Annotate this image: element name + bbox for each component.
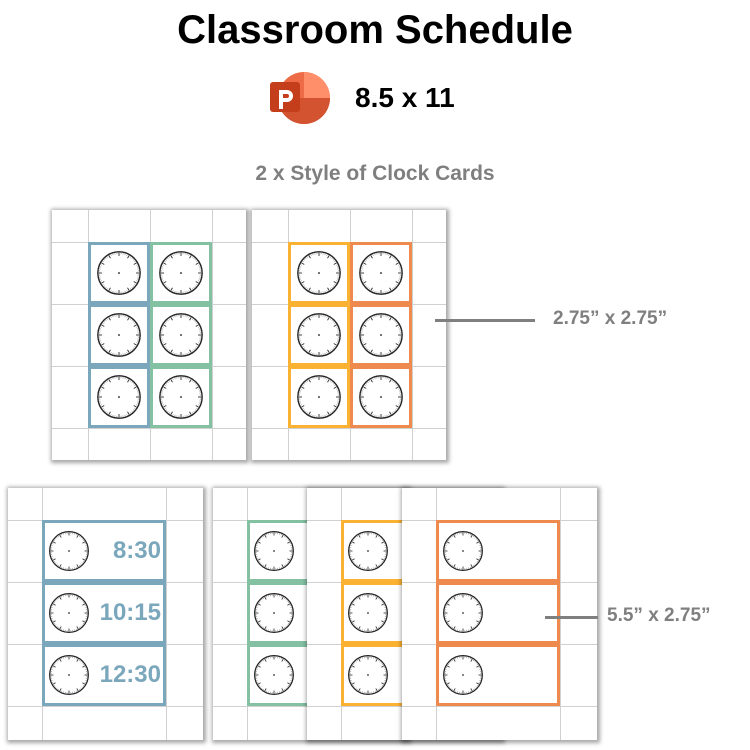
- clock-card[interactable]: [288, 242, 350, 304]
- clock-card-wide[interactable]: 8:30: [42, 520, 166, 582]
- grid-line: [402, 706, 597, 707]
- clock-card-wide[interactable]: [436, 582, 560, 644]
- clock-icon: [158, 312, 204, 363]
- clock-icon: [48, 654, 90, 701]
- clock-icon: [253, 654, 295, 701]
- clock-icon: [358, 250, 404, 301]
- clock-card[interactable]: [88, 304, 150, 366]
- clock-card[interactable]: [350, 242, 412, 304]
- clock-icon: [48, 530, 90, 577]
- clock-icon: [96, 312, 142, 363]
- card-time: 10:15: [99, 599, 161, 626]
- clock-icon: [48, 592, 90, 639]
- clock-icon: [158, 374, 204, 425]
- subtitle: 2 x Style of Clock Cards: [255, 162, 495, 185]
- clock-card[interactable]: [350, 366, 412, 428]
- clock-card-wide[interactable]: 10:15: [42, 582, 166, 644]
- clock-card-wide[interactable]: [436, 644, 560, 706]
- wide-dimension: 5.5” x 2.75”: [607, 605, 711, 626]
- grid-line: [252, 428, 446, 429]
- page-size: 8.5 x 11: [355, 82, 455, 113]
- clock-card[interactable]: [150, 366, 212, 428]
- connector-line: [545, 616, 598, 619]
- clock-icon: [347, 654, 389, 701]
- clock-icon: [158, 250, 204, 301]
- clock-icon: [347, 530, 389, 577]
- clock-card-wide[interactable]: [436, 520, 560, 582]
- connector-line: [435, 319, 535, 322]
- clock-icon: [296, 312, 342, 363]
- grid-line: [212, 210, 213, 460]
- clock-card-wide[interactable]: 12:30: [42, 644, 166, 706]
- clock-card[interactable]: [150, 242, 212, 304]
- square-dimension: 2.75” x 2.75”: [553, 308, 668, 329]
- grid-line: [412, 210, 413, 460]
- page-title: Classroom Schedule: [177, 8, 573, 52]
- powerpoint-icon: [268, 68, 332, 128]
- clock-icon: [442, 592, 484, 639]
- clock-icon: [96, 374, 142, 425]
- page-preview: 8:30 10:15 12:30: [8, 488, 203, 740]
- clock-icon: [296, 374, 342, 425]
- page-preview: [52, 210, 246, 460]
- grid-line: [560, 488, 561, 740]
- clock-icon: [253, 530, 295, 577]
- card-time: 8:30: [112, 537, 161, 564]
- clock-icon: [442, 654, 484, 701]
- clock-icon: [296, 250, 342, 301]
- clock-icon: [347, 592, 389, 639]
- grid-line: [166, 488, 167, 740]
- clock-card[interactable]: [150, 304, 212, 366]
- clock-card[interactable]: [88, 366, 150, 428]
- page-preview: [402, 488, 597, 740]
- page-preview: [252, 210, 446, 460]
- clock-card[interactable]: [288, 366, 350, 428]
- clock-icon: [96, 250, 142, 301]
- grid-line: [8, 706, 203, 707]
- clock-icon: [442, 530, 484, 577]
- grid-line: [52, 428, 246, 429]
- clock-icon: [358, 312, 404, 363]
- clock-card[interactable]: [350, 304, 412, 366]
- card-time: 12:30: [99, 661, 161, 688]
- clock-card[interactable]: [88, 242, 150, 304]
- clock-card[interactable]: [288, 304, 350, 366]
- clock-icon: [253, 592, 295, 639]
- clock-icon: [358, 374, 404, 425]
